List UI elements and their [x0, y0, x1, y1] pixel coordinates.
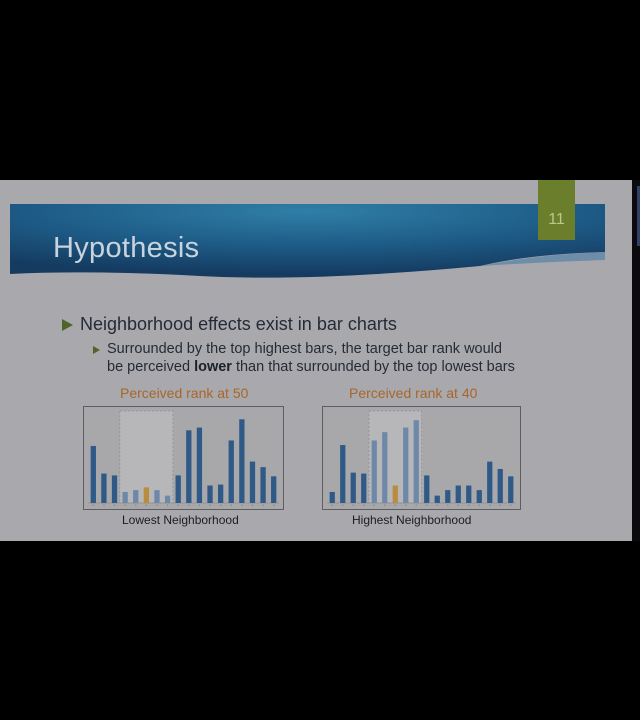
chart-left-label: Lowest Neighborhood — [122, 513, 239, 527]
bar — [207, 485, 213, 503]
bar — [271, 476, 277, 503]
bar — [340, 445, 346, 503]
x-tick — [415, 504, 417, 506]
neighbor-bar — [133, 490, 139, 503]
bullet-sub-line2-after: than that surrounded by the top lowest b… — [231, 358, 515, 375]
title-banner — [10, 204, 605, 278]
chart-left-caption: Perceived rank at 50 — [120, 385, 249, 401]
slide-title: Hypothesis — [53, 232, 200, 264]
x-tick — [188, 504, 190, 506]
bar — [434, 495, 440, 503]
x-tick — [489, 504, 491, 506]
x-tick — [457, 504, 459, 506]
chart-right — [322, 406, 521, 510]
frame-edge — [632, 180, 640, 541]
x-tick — [363, 504, 365, 506]
neighbor-bar — [154, 490, 160, 503]
neighbor-bar — [371, 440, 377, 503]
x-tick — [124, 504, 126, 506]
bullet-main: Neighborhood effects exist in bar charts — [80, 314, 397, 334]
x-tick — [478, 504, 480, 506]
bar — [217, 484, 224, 503]
chart-left-plot — [88, 410, 279, 506]
x-tick — [373, 504, 375, 506]
x-tick — [241, 504, 243, 506]
x-tick — [198, 504, 201, 506]
x-tick — [468, 504, 470, 506]
x-tick — [262, 504, 264, 506]
x-tick — [177, 504, 179, 506]
bar — [329, 491, 335, 503]
x-tick — [113, 504, 116, 506]
bullet-sub-line2-before: be perceived — [107, 358, 195, 375]
bar — [350, 472, 356, 503]
sub-bullet-arrow-icon — [93, 346, 100, 354]
x-tick — [499, 504, 501, 506]
bar — [90, 445, 96, 503]
bar — [487, 461, 493, 503]
neighbor-bar — [403, 427, 409, 503]
x-tick — [405, 504, 407, 506]
slide-number: 11 — [548, 211, 565, 228]
slide-number-tab — [538, 180, 575, 240]
x-tick — [352, 504, 354, 506]
target-bar — [143, 487, 150, 503]
bar — [228, 440, 234, 503]
x-tick — [251, 504, 254, 506]
bar — [175, 475, 181, 503]
x-tick — [436, 504, 438, 506]
neighbor-bar — [382, 432, 388, 503]
bar — [101, 473, 107, 503]
bar — [249, 461, 256, 503]
neighbor-bar — [413, 420, 419, 503]
bar — [508, 476, 514, 503]
presentation-slide: Hypothesis 11 Neighborhood effects exist… — [0, 180, 632, 541]
x-tick — [135, 504, 137, 506]
x-tick — [331, 504, 333, 506]
x-tick — [166, 504, 169, 506]
bar — [111, 475, 118, 503]
bar — [497, 468, 503, 503]
x-tick — [384, 504, 386, 506]
chart-right-label: Highest Neighborhood — [352, 513, 472, 527]
bar — [424, 475, 430, 503]
bar — [260, 467, 266, 503]
neighbor-bar — [122, 491, 128, 503]
bar — [466, 485, 472, 503]
x-tick — [426, 504, 428, 506]
x-tick — [510, 504, 512, 506]
x-tick — [156, 504, 158, 506]
frame-edge-strip — [637, 186, 640, 246]
x-tick — [103, 504, 105, 506]
target-bar — [392, 485, 398, 503]
x-tick — [230, 504, 232, 506]
bullet-sub-emphasis: lower — [194, 358, 232, 375]
x-tick — [145, 504, 147, 506]
bar — [445, 490, 451, 503]
chart-left — [83, 406, 284, 510]
bullet-sub-line1: Surrounded by the top highest bars, the … — [107, 341, 502, 357]
neighbor-bar — [164, 495, 171, 503]
x-tick — [342, 504, 344, 506]
chart-right-caption: Perceived rank at 40 — [349, 385, 478, 401]
bullet-arrow-icon — [62, 319, 73, 331]
x-tick — [92, 504, 94, 506]
x-tick — [220, 504, 222, 506]
bar — [239, 419, 245, 503]
x-tick — [273, 504, 275, 506]
bar — [476, 490, 482, 503]
bar — [196, 427, 203, 503]
bullet-sub: Surrounded by the top highest bars, the … — [107, 341, 515, 376]
x-tick — [209, 504, 211, 506]
chart-right-plot — [327, 410, 516, 506]
x-tick — [394, 504, 396, 506]
x-tick — [447, 504, 449, 506]
bar — [186, 430, 192, 503]
bar — [361, 473, 367, 503]
bar — [455, 485, 461, 503]
